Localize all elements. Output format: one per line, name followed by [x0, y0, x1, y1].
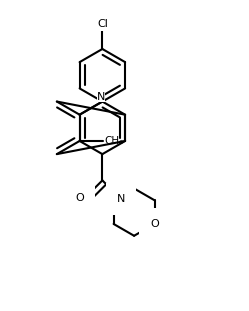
Text: O: O — [75, 193, 84, 202]
Text: CH₃: CH₃ — [105, 136, 124, 146]
Text: N: N — [117, 194, 125, 204]
Text: O: O — [150, 219, 159, 229]
Text: N: N — [97, 92, 105, 102]
Text: Cl: Cl — [97, 19, 108, 29]
